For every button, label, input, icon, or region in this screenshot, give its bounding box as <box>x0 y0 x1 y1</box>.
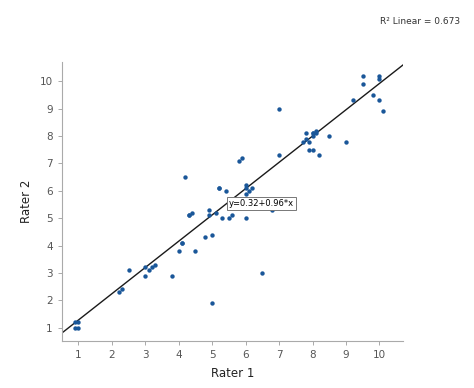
Point <box>238 155 246 161</box>
Point <box>125 267 132 273</box>
Point <box>312 130 319 137</box>
Point <box>299 139 306 145</box>
Point <box>302 136 310 142</box>
Point <box>185 212 192 218</box>
Point <box>74 325 82 331</box>
Point <box>305 147 313 153</box>
Point <box>376 73 383 79</box>
Point <box>228 212 236 218</box>
Point <box>369 92 376 98</box>
Point <box>342 139 350 145</box>
Point <box>215 185 223 191</box>
Point <box>349 97 356 104</box>
Point <box>242 215 249 221</box>
Point <box>74 319 82 326</box>
Point <box>178 240 186 246</box>
Point <box>275 152 283 158</box>
Point <box>245 188 253 194</box>
Point <box>309 147 316 153</box>
Point <box>215 185 223 191</box>
Point <box>178 240 186 246</box>
Point <box>379 108 387 114</box>
Point <box>219 215 226 221</box>
Point <box>212 210 219 216</box>
Point <box>141 264 149 270</box>
Point <box>316 152 323 158</box>
Point <box>209 300 216 306</box>
Point <box>326 133 333 139</box>
Text: y=0.32+0.96*x: y=0.32+0.96*x <box>229 199 294 208</box>
Point <box>185 212 192 218</box>
Point <box>188 210 196 216</box>
Point <box>275 106 283 112</box>
Point <box>205 212 213 218</box>
Point <box>302 130 310 137</box>
Point <box>269 207 276 213</box>
Point <box>145 267 153 273</box>
Point <box>71 325 79 331</box>
Point <box>242 182 249 189</box>
Point <box>309 133 316 139</box>
Point <box>359 73 366 79</box>
Point <box>376 97 383 104</box>
Point <box>242 185 249 191</box>
Point <box>148 264 156 270</box>
Point <box>209 232 216 238</box>
Point <box>71 319 79 326</box>
Point <box>242 191 249 197</box>
Point <box>118 286 126 293</box>
Point <box>182 174 189 180</box>
Point <box>168 273 176 279</box>
Point <box>222 188 229 194</box>
Point <box>259 270 266 276</box>
Point <box>248 185 256 191</box>
Y-axis label: Rater 2: Rater 2 <box>19 180 33 223</box>
Point <box>205 207 213 213</box>
Point <box>175 248 182 254</box>
Point <box>152 262 159 268</box>
Point <box>376 75 383 81</box>
Point <box>225 215 233 221</box>
Point <box>309 130 316 137</box>
Point <box>141 273 149 279</box>
Point <box>309 130 316 137</box>
Point <box>191 248 199 254</box>
Point <box>312 127 319 133</box>
Point <box>359 81 366 87</box>
Text: R² Linear = 0.673: R² Linear = 0.673 <box>380 17 460 26</box>
X-axis label: Rater 1: Rater 1 <box>210 367 254 380</box>
Point <box>235 158 243 164</box>
Point <box>202 234 210 241</box>
Point <box>115 289 122 295</box>
Point <box>305 139 313 145</box>
